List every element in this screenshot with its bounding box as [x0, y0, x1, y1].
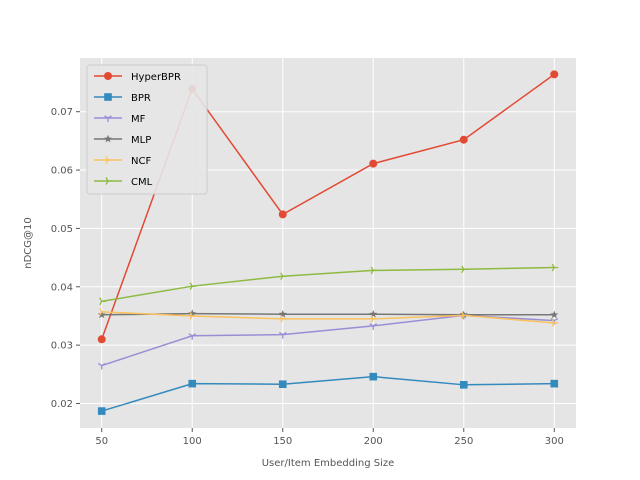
legend-marker	[104, 93, 112, 101]
x-tick-label: 300	[545, 436, 564, 447]
legend-marker	[104, 115, 112, 122]
data-point	[369, 372, 378, 381]
data-point	[459, 381, 468, 389]
data-point	[459, 135, 468, 144]
x-tick-label: 100	[183, 436, 202, 447]
data-point	[369, 159, 378, 168]
data-point	[189, 282, 197, 291]
legend-label: MLP	[131, 135, 151, 146]
data-point	[97, 362, 106, 370]
x-ticks: 50 100 150 200 250 300	[95, 428, 564, 447]
data-point	[550, 70, 559, 79]
data-point	[188, 309, 197, 318]
data-point	[369, 323, 378, 330]
legend-label: CML	[131, 177, 153, 188]
legend-item: MLP	[94, 134, 151, 146]
y-tick-label: 0.03	[51, 341, 73, 352]
legend-marker	[104, 72, 112, 80]
data-point	[280, 272, 287, 281]
series-ncf	[99, 308, 559, 327]
series-bpr	[97, 372, 559, 415]
data-point	[99, 308, 106, 316]
legend-item: BPR	[94, 93, 151, 104]
legend-item: CML	[94, 177, 153, 188]
y-ticks: 0.02 0.03 0.04 0.05 0.06 0.07	[51, 107, 80, 410]
legend-marker	[105, 156, 112, 164]
data-point	[551, 319, 559, 327]
legend-label: NCF	[131, 156, 151, 167]
legend-item: MF	[94, 114, 146, 125]
data-point	[99, 297, 106, 306]
data-point	[278, 332, 287, 339]
data-point	[550, 310, 559, 319]
x-tick-label: 150	[273, 436, 292, 447]
data-point	[189, 312, 197, 320]
data-point	[97, 310, 106, 319]
data-point	[551, 263, 559, 272]
data-point	[280, 315, 287, 323]
data-point	[188, 379, 197, 388]
data-point	[550, 379, 559, 388]
data-point	[461, 265, 468, 274]
y-tick-label: 0.04	[51, 282, 73, 293]
x-tick-label: 200	[364, 436, 383, 447]
legend-item: HyperBPR	[94, 72, 181, 83]
data-point	[188, 333, 197, 340]
legend-label: MF	[131, 114, 146, 125]
series-line	[101, 311, 555, 324]
data-point	[278, 380, 287, 389]
data-point	[370, 266, 378, 275]
data-point	[97, 335, 106, 344]
data-point	[369, 310, 378, 318]
data-point	[278, 210, 287, 219]
y-tick-label: 0.02	[51, 399, 73, 410]
legend-item: NCF	[94, 156, 151, 167]
series-line	[101, 266, 555, 303]
legend-label: HyperBPR	[131, 72, 181, 83]
y-tick-label: 0.06	[51, 166, 73, 177]
x-tick-label: 250	[454, 436, 473, 447]
x-tick-label: 50	[95, 436, 108, 447]
legend-box	[86, 64, 208, 195]
data-point	[370, 315, 378, 323]
y-tick-label: 0.07	[51, 107, 73, 118]
legend: HyperBPR BPR MF MLP NCF CML	[86, 64, 208, 195]
legend-marker	[105, 177, 112, 185]
legend-label: BPR	[131, 93, 151, 104]
x-axis-label: User/Item Embedding Size	[262, 458, 395, 469]
series-cml	[99, 263, 559, 306]
data-point	[278, 310, 287, 318]
y-axis-label: nDCG@10	[23, 217, 34, 269]
legend-marker	[104, 134, 112, 143]
data-point	[461, 311, 468, 320]
y-tick-label: 0.05	[51, 224, 73, 235]
series-line	[101, 375, 555, 412]
series-line	[101, 312, 555, 316]
data-point	[97, 407, 106, 415]
